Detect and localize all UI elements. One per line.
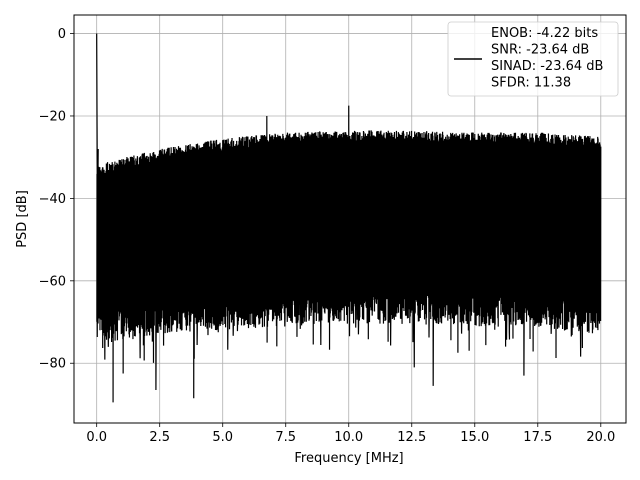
x-tick-label: 20.0 [586, 430, 615, 445]
x-tick-label: 7.5 [275, 430, 296, 445]
x-tick-label: 15.0 [460, 430, 489, 445]
plot-frame [73, 14, 627, 424]
x-tick-label: 10.0 [334, 430, 363, 445]
x-tick-label: 5.0 [212, 430, 233, 445]
psd-series [96, 33, 602, 403]
y-tick-label: −80 [39, 357, 66, 372]
psd-trace [96, 33, 602, 403]
y-tick-label: 0 [58, 27, 66, 42]
legend-entry-line: SINAD: -23.64 dB [491, 59, 603, 74]
legend-entry-line: SNR: -23.64 dB [491, 43, 589, 58]
y-tick-label: −20 [39, 109, 66, 124]
x-tick-label: 12.5 [397, 430, 426, 445]
y-axis-label: PSD [dB] [15, 190, 30, 248]
x-tick-label: 0.0 [86, 430, 107, 445]
legend-box [447, 21, 619, 97]
x-axis-label: Frequency [MHz] [294, 451, 403, 466]
legend-entry-line: ENOB: -4.22 bits [491, 26, 598, 41]
axis-ticks: 0.0 2.5 5.0 7.5 10.0 12.5 15.0 17.5 20.0 0 −20 −40 −… [39, 27, 616, 445]
y-tick-label: −40 [39, 192, 66, 207]
x-tick-label: 17.5 [523, 430, 552, 445]
legend-entry-line: SFDR: 11.38 [491, 76, 571, 91]
y-tick-label: −60 [39, 274, 66, 289]
x-tick-label: 2.5 [149, 430, 170, 445]
